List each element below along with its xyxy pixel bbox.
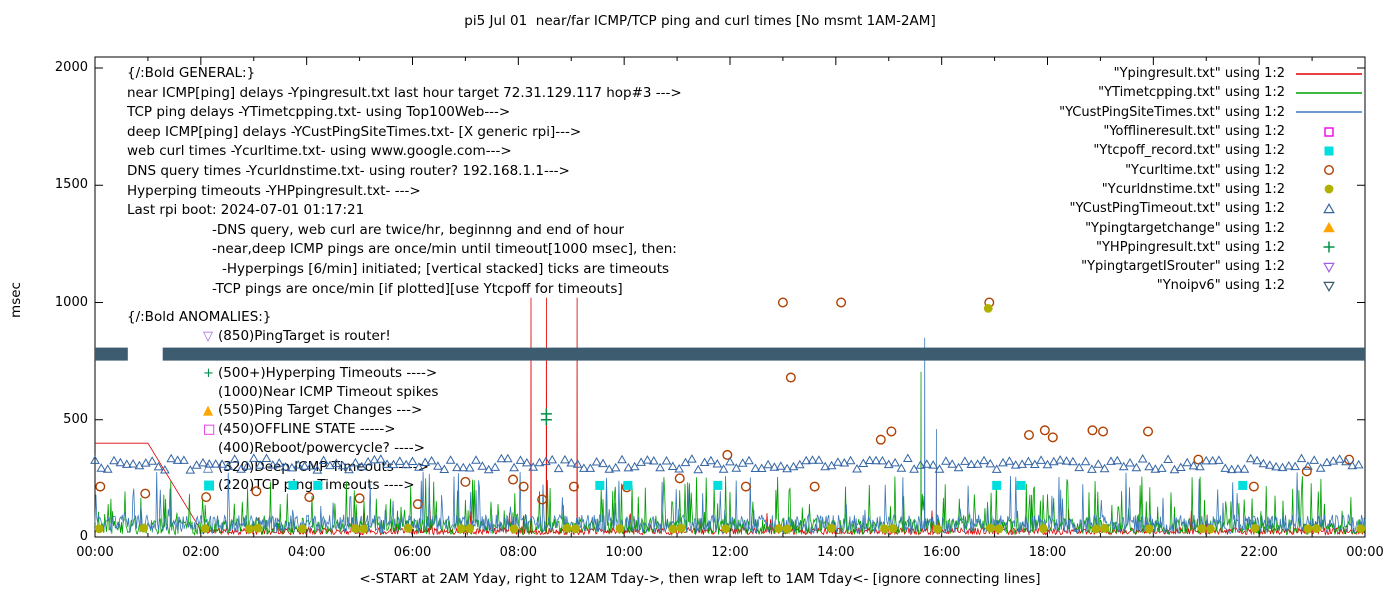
anomaly-line: (400)Reboot/powercycle? ----> [127,439,438,458]
line-legend-marker-icon [1296,111,1362,114]
triangle-open-legend-marker-icon [1323,202,1335,213]
legend-row: "Ypingresult.txt" using 1:2 [1059,64,1365,83]
legend-row: "Ycurltime.txt" using 1:2 [1059,160,1365,179]
legend-row: "Yofflineresult.txt" using 1:2 [1059,122,1365,141]
triangle-down-open-legend-marker-icon [1323,281,1335,292]
legend-label: "YTimetcpping.txt" using 1:2 [1098,85,1285,101]
general-annotation-line: -DNS query, web curl are twice/hr, begin… [212,221,625,238]
square-open-legend-marker-icon [1324,126,1334,137]
anomaly-text: (400)Reboot/powercycle? ----> [218,439,425,456]
line-legend-marker-icon [1296,92,1362,94]
legend-label: "Ytcpoff_record.txt" using 1:2 [1093,143,1285,159]
anomaly-text: (320)Deep ICMP Timeouts ----> [218,458,429,475]
legend-row: "Ycurldnstime.txt" using 1:2 [1059,180,1365,199]
general-annotation-line: near ICMP[ping] delays -Ypingresult.txt … [127,84,682,101]
y-tick-label: 2000 [54,60,88,75]
x-tick-label: 00:00 [76,545,114,560]
anomaly-text: (220)TCP ping Timeouts ----> [218,477,415,494]
general-annotation-line: -near,deep ICMP pings are once/min until… [212,241,677,258]
legend-row: "Ytcpoff_record.txt" using 1:2 [1059,141,1365,160]
x-tick-label: 02:00 [182,545,220,560]
triangle-down-open-legend-marker-icon [1323,262,1335,273]
legend-row: "YTimetcpping.txt" using 1:2 [1059,83,1365,102]
anomaly-marker-icon: ▽ [203,328,213,344]
general-annotation-line: DNS query times -Ycurldnstime.txt- using… [127,162,570,179]
legend-label: "YpingtargetISrouter" using 1:2 [1081,259,1285,275]
legend-label: "YCustPingTimeout.txt" using 1:2 [1069,201,1285,217]
anomaly-text: (1000)Near ICMP Timeout spikes [218,383,439,400]
legend-row: "YpingtargetISrouter" using 1:2 [1059,257,1365,276]
legend-label: "Ycurltime.txt" using 1:2 [1125,162,1285,178]
legend-label: "Ypingtargetchange" using 1:2 [1085,220,1285,236]
x-tick-label: 00:00 [1346,545,1384,560]
anomaly-marker-icon: □ [203,422,216,438]
legend-row: "YHPpingresult.txt" using 1:2 [1059,238,1365,257]
chart-title: pi5 Jul 01 near/far ICMP/TCP ping and cu… [464,13,936,29]
anomaly-line: △ (320)Deep ICMP Timeouts ----> [127,458,438,477]
anomaly-line: ▲ (550)Ping Target Changes ---> [127,401,438,420]
anomaly-line [127,345,438,364]
plus-legend-marker-icon [1323,241,1335,253]
square-filled-legend-marker-icon [1324,146,1334,156]
line-legend-marker-icon [1296,72,1362,75]
circle-filled-legend-marker-icon [1324,185,1334,194]
anomaly-line: ▽ (850)PingTarget is router! [127,327,438,346]
anomaly-marker-icon: + [203,366,214,382]
anomaly-text: (550)Ping Target Changes ---> [218,402,423,419]
legend-label: "Ycurldnstime.txt" using 1:2 [1101,181,1285,197]
legend-label: "YHPpingresult.txt" using 1:2 [1096,239,1285,255]
anomalies-header: {/:Bold ANOMALIES:} [127,309,272,325]
x-tick-label: 20:00 [1134,545,1173,560]
general-annotations: {/:Bold GENERAL:} near ICMP[ping] delays … [127,64,682,299]
anomaly-text: (500+)Hyperping Timeouts ----> [218,365,438,382]
anomaly-text: (450)OFFLINE STATE -----> [218,421,396,438]
legend-label: "YCustPingSiteTimes.txt" using 1:2 [1059,104,1285,120]
legend-row: "YCustPingSiteTimes.txt" using 1:2 [1059,103,1365,122]
y-tick-label: 1000 [54,294,88,310]
triangle-filled-legend-marker-icon [1323,222,1335,233]
legend-label: "Ypingresult.txt" using 1:2 [1113,66,1285,82]
y-tick-label: 500 [63,411,88,427]
x-tick-label: 12:00 [711,545,749,560]
x-tick-label: 22:00 [1240,545,1278,560]
anomaly-line: + (500+)Hyperping Timeouts ----> [127,364,438,383]
anomaly-text: (850)PingTarget is router! [218,327,391,344]
anomalies-annotations: {/:Bold ANOMALIES:} ▽ (850)PingTarget is r… [127,308,438,495]
x-tick-label: 08:00 [499,545,538,560]
anomaly-line: ■ (220)TCP ping Timeouts ----> [127,476,438,495]
general-header: {/:Bold GENERAL:} [127,65,256,81]
anomaly-marker-icon: ▲ [203,403,213,419]
general-annotation-line: -TCP pings are once/min [if plotted][use… [212,280,623,297]
x-axis-label: <-START at 2AM Yday, right to 12AM Tday-… [359,571,1041,587]
legend-label: "Yofflineresult.txt" using 1:2 [1103,124,1285,140]
x-tick-label: 14:00 [817,545,855,560]
anomaly-line: □ (450)OFFLINE STATE -----> [127,420,438,439]
x-tick-label: 10:00 [605,545,643,560]
general-annotation-line: TCP ping delays -YTimetcpping.txt- using… [127,104,511,121]
anomaly-marker-icon: △ [203,459,213,475]
legend-row: "Ypingtargetchange" using 1:2 [1059,218,1365,237]
general-annotation-line: Last rpi boot: 2024-07-01 01:17:21 [127,202,365,219]
circle-open-legend-marker-icon [1324,165,1335,176]
x-tick-label: 06:00 [393,545,432,560]
legend-row: "Ynoipv6" using 1:2 [1059,276,1365,295]
x-tick-label: 18:00 [1028,545,1067,560]
general-annotation-line: web curl times -Ycurltime.txt- using www… [127,143,512,160]
chart-legend: "Ypingresult.txt" using 1:2 "YTimetcpping… [1059,64,1365,296]
x-tick-label: 16:00 [922,545,961,560]
y-tick-label: 0 [79,529,88,544]
general-annotation-line: Hyperping timeouts -YHPpingresult.txt- -… [127,182,421,199]
anomaly-marker-icon: ■ [203,478,216,494]
legend-row: "YCustPingTimeout.txt" using 1:2 [1059,199,1365,218]
general-annotation-line: deep ICMP[ping] delays -YCustPingSiteTim… [127,123,582,140]
general-annotation-line: -Hyperpings [6/min] initiated; [vertical… [222,260,670,277]
x-tick-label: 04:00 [287,545,326,560]
legend-label: "Ynoipv6" using 1:2 [1156,278,1285,294]
y-tick-label: 1500 [54,177,88,193]
anomaly-line: (1000)Near ICMP Timeout spikes [127,383,438,402]
